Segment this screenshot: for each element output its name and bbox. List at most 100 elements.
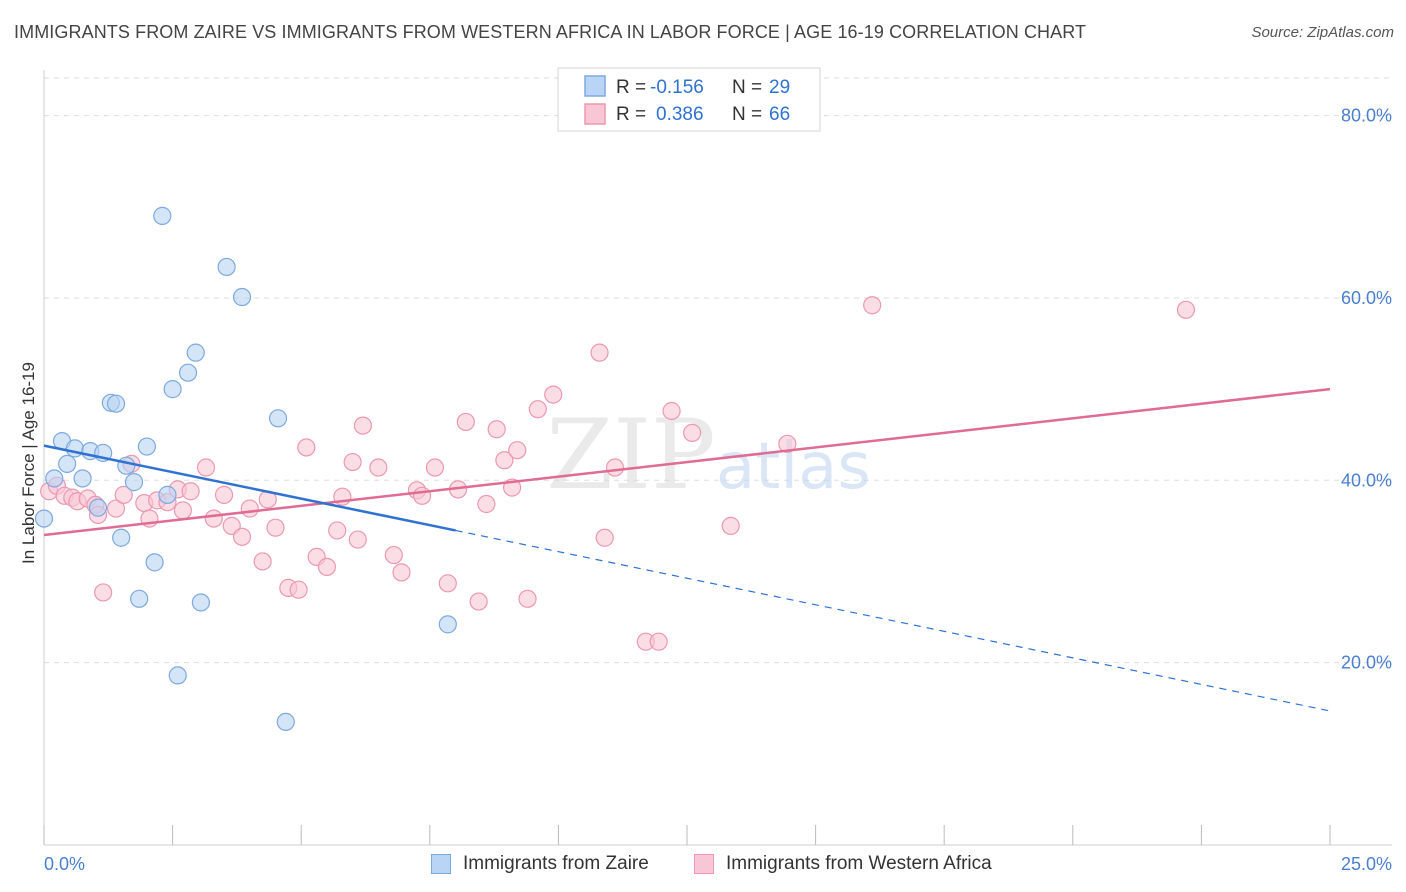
data-point <box>508 441 527 460</box>
stats-n-value-pink: 66 <box>769 104 790 125</box>
legend-swatch-zaire <box>431 854 451 874</box>
data-point <box>158 485 177 504</box>
data-point <box>495 451 514 470</box>
data-point <box>163 380 182 399</box>
data-point <box>595 528 614 547</box>
pink-series-points <box>40 296 1196 651</box>
data-point <box>106 394 126 413</box>
data-point <box>412 486 432 505</box>
stats-legend-swatch-blue <box>584 75 606 97</box>
stats-legend: R = -0.156 N = 29 R = 0.386 N = 66 <box>557 67 821 132</box>
y-tick-label: 60.0% <box>1341 288 1392 308</box>
stats-r-value-blue: -0.156 <box>650 77 704 98</box>
data-point <box>181 482 200 501</box>
data-point <box>343 452 362 472</box>
data-point <box>58 454 77 473</box>
data-point <box>649 632 668 651</box>
data-point <box>168 666 187 685</box>
data-point <box>528 400 547 419</box>
stats-n-value-blue: 29 <box>769 77 790 98</box>
series-legend: Immigrants from Zaire Immigrants from We… <box>0 850 1406 880</box>
data-point <box>137 437 156 456</box>
grid-lines <box>44 77 1392 664</box>
data-point <box>369 458 388 477</box>
x-tick-label-max: 25.0% <box>1341 854 1392 874</box>
data-point <box>124 473 144 492</box>
data-point <box>683 423 702 442</box>
legend-swatch-western-africa <box>694 854 714 874</box>
data-point <box>173 501 192 520</box>
data-point <box>438 615 457 634</box>
data-point <box>196 458 216 477</box>
data-point <box>328 521 347 540</box>
data-point <box>317 557 337 577</box>
legend-label-zaire: Immigrants from Zaire <box>463 853 649 874</box>
data-point <box>477 494 496 514</box>
data-point <box>232 527 252 546</box>
data-point <box>266 518 285 537</box>
data-point <box>106 499 126 518</box>
y-tick-labels: 20.0% 40.0% 60.0% 80.0% <box>1341 106 1392 673</box>
chart-title: IMMIGRANTS FROM ZAIRE VS IMMIGRANTS FROM… <box>14 22 1087 42</box>
data-point <box>153 206 172 225</box>
y-tick-label: 80.0% <box>1341 106 1392 126</box>
data-point <box>117 456 136 475</box>
data-point <box>392 563 411 582</box>
source-credit: Source: ZipAtlas.com <box>1251 24 1394 41</box>
trend-lines <box>43 387 1331 712</box>
data-point <box>384 545 403 565</box>
watermark-zip: ZIP <box>546 399 715 511</box>
y-tick-label: 20.0% <box>1341 653 1392 673</box>
legend-item-western-africa: Immigrants from Western Africa <box>694 850 992 878</box>
data-point <box>214 485 234 504</box>
y-tick-label: 40.0% <box>1341 470 1392 490</box>
data-point <box>487 420 506 439</box>
data-point <box>240 499 259 518</box>
stats-n-label-blue: N = <box>732 77 762 98</box>
stats-n-label-pink: N = <box>732 104 762 125</box>
data-point <box>778 434 797 453</box>
data-point <box>469 592 488 611</box>
data-point <box>438 574 457 593</box>
trend-line-pink <box>43 387 1331 537</box>
data-point <box>1176 300 1196 319</box>
data-point <box>721 516 740 535</box>
data-point <box>73 469 92 488</box>
data-point <box>662 401 681 421</box>
data-point <box>232 287 252 307</box>
data-point <box>114 485 133 504</box>
data-point <box>253 552 272 571</box>
data-point <box>217 257 236 277</box>
data-point <box>544 385 563 404</box>
stats-legend-swatch-pink <box>584 103 606 125</box>
data-point <box>425 458 445 477</box>
x-ticks <box>43 825 1331 845</box>
data-point <box>186 343 205 362</box>
data-point <box>605 458 625 477</box>
axes <box>43 70 1392 846</box>
data-point <box>34 509 54 528</box>
watermark: ZIP atlas <box>546 399 870 511</box>
data-point <box>204 509 223 528</box>
data-point <box>178 363 198 382</box>
trend-line-blue <box>43 444 456 532</box>
stats-r-value-pink: 0.386 <box>656 104 704 125</box>
data-point <box>94 583 113 602</box>
legend-item-zaire: Immigrants from Zaire <box>431 850 649 878</box>
blue-series-points <box>34 206 457 732</box>
data-point <box>276 712 295 732</box>
data-point <box>518 589 537 608</box>
y-axis-label: In Labor Force | Age 16-19 <box>19 362 38 564</box>
data-point <box>590 343 609 362</box>
data-point <box>145 553 164 572</box>
data-point <box>297 438 316 457</box>
data-point <box>88 498 108 517</box>
data-point <box>45 469 64 488</box>
legend-label-western-africa: Immigrants from Western Africa <box>726 853 992 874</box>
data-point <box>191 593 210 612</box>
data-point <box>289 580 308 599</box>
x-tick-label-min: 0.0% <box>44 854 85 874</box>
data-point <box>130 589 149 608</box>
stats-r-label-blue: R = <box>616 77 646 98</box>
